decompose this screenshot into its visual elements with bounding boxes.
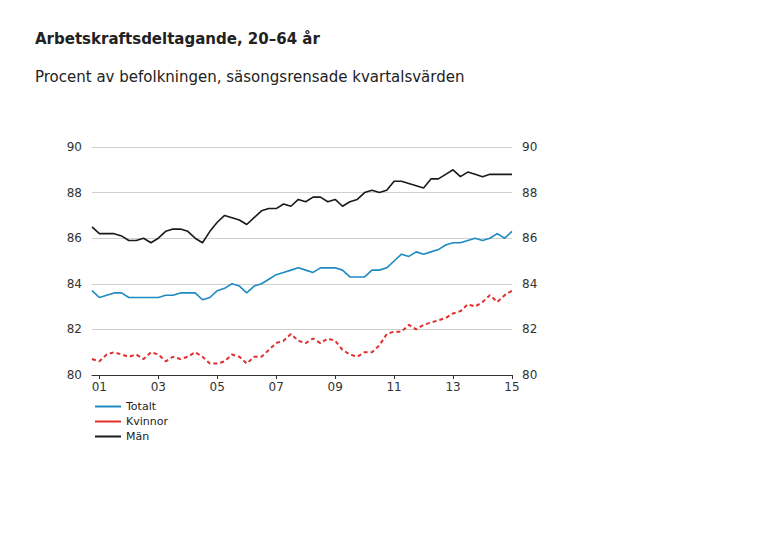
svg-text:Arbetskraftsdeltagande, 20–64: Arbetskraftsdeltagande, 20–64 år (35, 30, 320, 48)
svg-text:09: 09 (328, 380, 343, 394)
svg-text:84: 84 (67, 277, 82, 291)
svg-text:82: 82 (522, 322, 537, 336)
svg-text:82: 82 (67, 322, 82, 336)
svg-text:88: 88 (67, 186, 82, 200)
svg-text:80: 80 (67, 368, 82, 382)
svg-text:Totalt: Totalt (125, 400, 157, 413)
svg-text:01: 01 (92, 380, 107, 394)
svg-text:88: 88 (522, 186, 537, 200)
svg-text:86: 86 (67, 231, 82, 245)
svg-text:90: 90 (522, 140, 537, 154)
svg-text:84: 84 (522, 277, 537, 291)
svg-text:Män: Män (126, 430, 149, 443)
svg-text:05: 05 (210, 380, 225, 394)
svg-text:86: 86 (522, 231, 537, 245)
svg-text:Procent av befolkningen, säson: Procent av befolkningen, säsongsrensade … (35, 68, 464, 86)
svg-text:07: 07 (269, 380, 284, 394)
svg-text:11: 11 (386, 380, 401, 394)
svg-text:13: 13 (445, 380, 460, 394)
svg-text:15: 15 (504, 380, 519, 394)
svg-text:90: 90 (67, 140, 82, 154)
svg-text:03: 03 (151, 380, 166, 394)
svg-text:80: 80 (522, 368, 537, 382)
svg-text:Kvinnor: Kvinnor (126, 415, 168, 428)
